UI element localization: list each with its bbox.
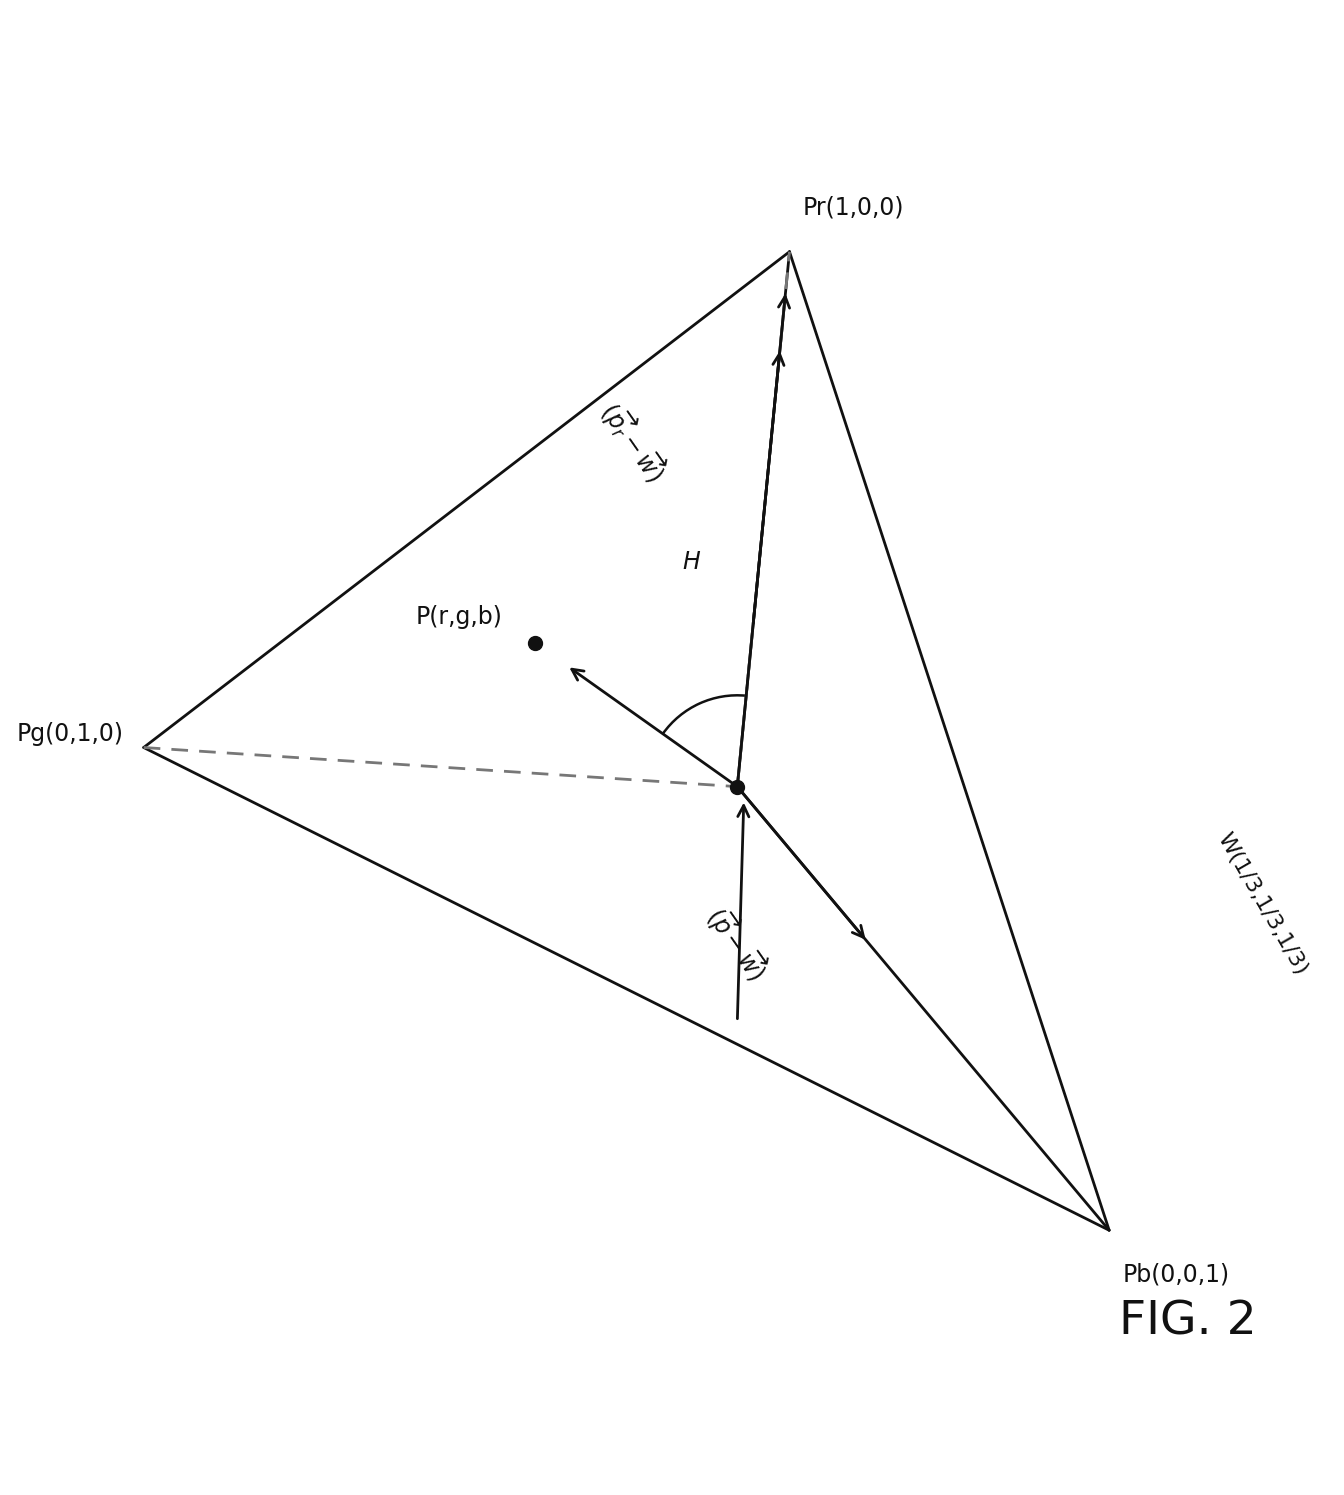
Text: W(1/3,1/3,1/3): W(1/3,1/3,1/3) [1214,830,1312,979]
Text: P(r,g,b): P(r,g,b) [415,605,503,629]
Text: $(\overrightarrow{p}-\overrightarrow{w})$: $(\overrightarrow{p}-\overrightarrow{w})… [699,900,775,987]
Text: H: H [683,550,700,574]
Text: $(\overrightarrow{p_r}-\overrightarrow{w})$: $(\overrightarrow{p_r}-\overrightarrow{w… [593,395,673,487]
Text: Pg(0,1,0): Pg(0,1,0) [17,722,124,746]
Text: Pb(0,0,1): Pb(0,0,1) [1122,1263,1230,1287]
Text: FIG. 2: FIG. 2 [1118,1299,1257,1344]
Text: Pr(1,0,0): Pr(1,0,0) [802,194,905,220]
